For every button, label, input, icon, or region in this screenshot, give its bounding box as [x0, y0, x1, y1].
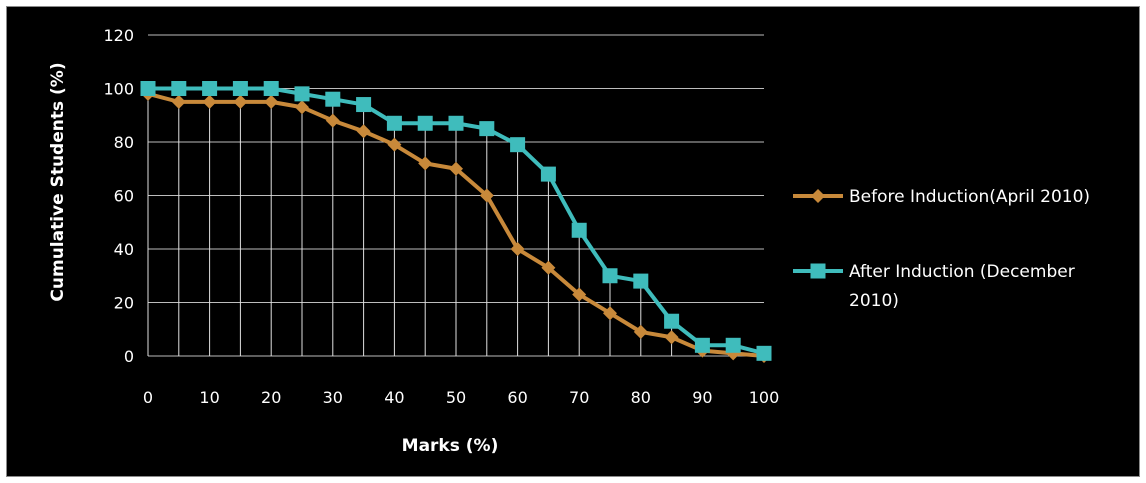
legend-label-0: Before Induction(April 2010)	[849, 187, 1090, 207]
legend: Before Induction(April 2010) After Induct…	[793, 187, 1090, 311]
legend-swatch-marker-0	[811, 189, 825, 203]
chart-frame: 0 20 40 60 80 100 120 0 10 20 30 40 50 60 70 80 90 100 Cu…	[6, 6, 1140, 477]
series-1-point	[694, 337, 710, 353]
y-tick-label: 40	[114, 240, 134, 259]
cumulative-chart: 0 20 40 60 80 100 120 0 10 20 30 40 50 60 70 80 90 100 Cu…	[48, 26, 1090, 456]
x-axis-title: Marks (%)	[402, 436, 499, 456]
series-1-point	[725, 337, 741, 353]
series-1-point	[756, 345, 772, 361]
x-tick-label: 50	[446, 388, 466, 407]
series-0-point	[541, 260, 556, 275]
y-tick-label: 20	[114, 294, 134, 313]
y-tick-label: 100	[103, 80, 134, 99]
series-1-point	[202, 81, 218, 96]
series-1-point	[602, 268, 618, 284]
series-0-point	[356, 124, 371, 139]
x-tick-label: 70	[569, 388, 589, 407]
x-tick-label: 90	[692, 388, 712, 407]
series-0-point	[295, 100, 309, 115]
series-1-point	[479, 121, 495, 137]
x-tick-label: 40	[384, 388, 404, 407]
legend-label-1: After Induction (December	[849, 262, 1075, 282]
series-0-point	[202, 94, 217, 109]
series-0-point	[325, 113, 340, 128]
series-0-point	[664, 330, 679, 345]
series-0-point	[633, 324, 648, 339]
series-1-point	[356, 97, 372, 113]
x-tick-label: 60	[507, 388, 527, 407]
x-tick-label: 0	[143, 388, 153, 407]
legend-swatch-marker-1	[810, 263, 826, 279]
x-tick-label: 10	[199, 388, 219, 407]
x-tick-label: 80	[631, 388, 651, 407]
series-0-point	[233, 94, 248, 109]
series-1-point	[448, 115, 464, 131]
series-1-point	[294, 86, 310, 102]
y-tick-label: 0	[124, 347, 134, 366]
x-tick-label: 100	[749, 388, 780, 407]
x-tick-label: 20	[261, 388, 281, 407]
series-1-point	[171, 81, 187, 96]
series-0-point	[603, 306, 617, 321]
series-0-point	[264, 94, 279, 109]
y-tick-label: 120	[103, 26, 134, 45]
series-1-point	[263, 81, 279, 96]
series-0-point	[171, 94, 186, 109]
series-1-point	[540, 166, 556, 182]
x-tick-label: 30	[323, 388, 343, 407]
y-tick-label: 60	[114, 187, 134, 206]
series-1-point	[140, 81, 156, 96]
series-1-point	[417, 115, 433, 131]
legend-label-1: 2010)	[849, 291, 899, 311]
series-0-point	[572, 287, 587, 302]
series-0-point	[387, 137, 402, 152]
y-axis-title: Cumulative Students (%)	[48, 62, 68, 301]
series-1-point	[325, 91, 341, 107]
series-0-point	[449, 161, 463, 176]
series-1-point	[633, 273, 649, 289]
series-1-point	[571, 222, 587, 238]
series-0-point	[479, 188, 494, 203]
series-0-point	[418, 156, 433, 171]
y-tick-label: 80	[114, 133, 134, 152]
series-1-point	[664, 313, 680, 329]
series-1-point	[232, 81, 248, 96]
series-1-point	[510, 137, 526, 153]
series-1-point	[386, 115, 402, 131]
